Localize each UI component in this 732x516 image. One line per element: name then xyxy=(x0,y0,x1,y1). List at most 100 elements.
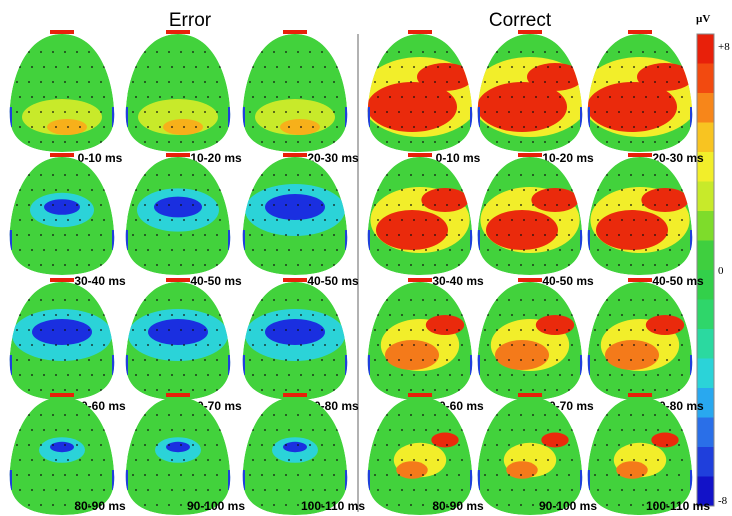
electrode xyxy=(499,344,501,346)
electrode xyxy=(425,126,427,128)
electrode xyxy=(410,51,412,53)
electrode xyxy=(67,374,69,376)
electrode xyxy=(571,459,573,461)
electrode xyxy=(156,141,158,143)
electrode xyxy=(547,189,549,191)
electrode xyxy=(571,189,573,191)
electrode xyxy=(297,299,299,301)
electrode xyxy=(374,51,376,53)
electrode xyxy=(678,414,680,416)
electrode xyxy=(192,299,194,301)
electrode xyxy=(669,96,671,98)
electrode xyxy=(425,459,427,461)
electrode xyxy=(28,81,30,83)
electrode xyxy=(496,359,498,361)
electrode xyxy=(159,429,161,431)
electrode xyxy=(276,429,278,431)
colorbar-segment xyxy=(697,359,714,389)
electrode xyxy=(88,51,90,53)
electrode xyxy=(621,189,623,191)
electrode xyxy=(434,299,436,301)
colorbar-unit: µV xyxy=(696,13,710,25)
electrode xyxy=(401,96,403,98)
electrode xyxy=(511,219,513,221)
blue-edge xyxy=(112,107,118,127)
electrode xyxy=(276,459,278,461)
blue-edge xyxy=(239,355,245,375)
electrode xyxy=(487,66,489,68)
electrode xyxy=(88,474,90,476)
blue-edge xyxy=(239,470,245,490)
electrode xyxy=(594,474,596,476)
electrode xyxy=(180,204,182,206)
electrode xyxy=(413,489,415,491)
electrode xyxy=(64,264,66,266)
electrode xyxy=(449,374,451,376)
electrode xyxy=(678,264,680,266)
electrode xyxy=(413,374,415,376)
electrode xyxy=(321,174,323,176)
electrode xyxy=(458,299,460,301)
electrode xyxy=(55,459,57,461)
electrode xyxy=(669,126,671,128)
blob xyxy=(50,442,74,452)
electrode xyxy=(300,66,302,68)
electrode xyxy=(28,51,30,53)
electrode xyxy=(336,249,338,251)
electrode xyxy=(678,329,680,331)
electrode xyxy=(100,299,102,301)
electrode xyxy=(52,51,54,53)
electrode xyxy=(216,444,218,446)
electrode xyxy=(678,359,680,361)
electrode xyxy=(76,474,78,476)
electrode xyxy=(532,329,534,331)
electrode xyxy=(520,204,522,206)
electrode xyxy=(147,344,149,346)
electrode xyxy=(645,126,647,128)
electrode xyxy=(195,374,197,376)
electrode xyxy=(288,96,290,98)
electrode xyxy=(252,459,254,461)
electrode xyxy=(609,489,611,491)
electrode xyxy=(496,444,498,446)
electrode xyxy=(31,126,33,128)
electrode xyxy=(654,444,656,446)
electrode xyxy=(446,51,448,53)
electrode xyxy=(207,126,209,128)
electrode xyxy=(180,81,182,83)
electrode xyxy=(261,81,263,83)
electrode xyxy=(252,126,254,128)
electrode xyxy=(261,299,263,301)
nose xyxy=(50,30,74,34)
electrode xyxy=(333,174,335,176)
electrode xyxy=(171,189,173,191)
electrode xyxy=(91,96,93,98)
electrode xyxy=(147,489,149,491)
electrode xyxy=(261,414,263,416)
blue-edge xyxy=(122,230,128,250)
electrode xyxy=(508,414,510,416)
electrode xyxy=(88,359,90,361)
electrode xyxy=(437,374,439,376)
electrode xyxy=(630,234,632,236)
electrode xyxy=(449,219,451,221)
electrode xyxy=(55,314,57,316)
electrode xyxy=(91,344,93,346)
electrode xyxy=(64,174,66,176)
electrode xyxy=(79,459,81,461)
electrode xyxy=(594,141,596,143)
electrode xyxy=(544,474,546,476)
electrode xyxy=(496,81,498,83)
electrode xyxy=(192,474,194,476)
electrode xyxy=(523,374,525,376)
electrode xyxy=(496,474,498,476)
electrode xyxy=(568,81,570,83)
electrode xyxy=(642,414,644,416)
electrode xyxy=(336,374,338,376)
blue-edge xyxy=(122,355,128,375)
electrode xyxy=(207,374,209,376)
electrode xyxy=(642,204,644,206)
electrode xyxy=(219,66,221,68)
electrode xyxy=(508,111,510,113)
electrode xyxy=(681,189,683,191)
